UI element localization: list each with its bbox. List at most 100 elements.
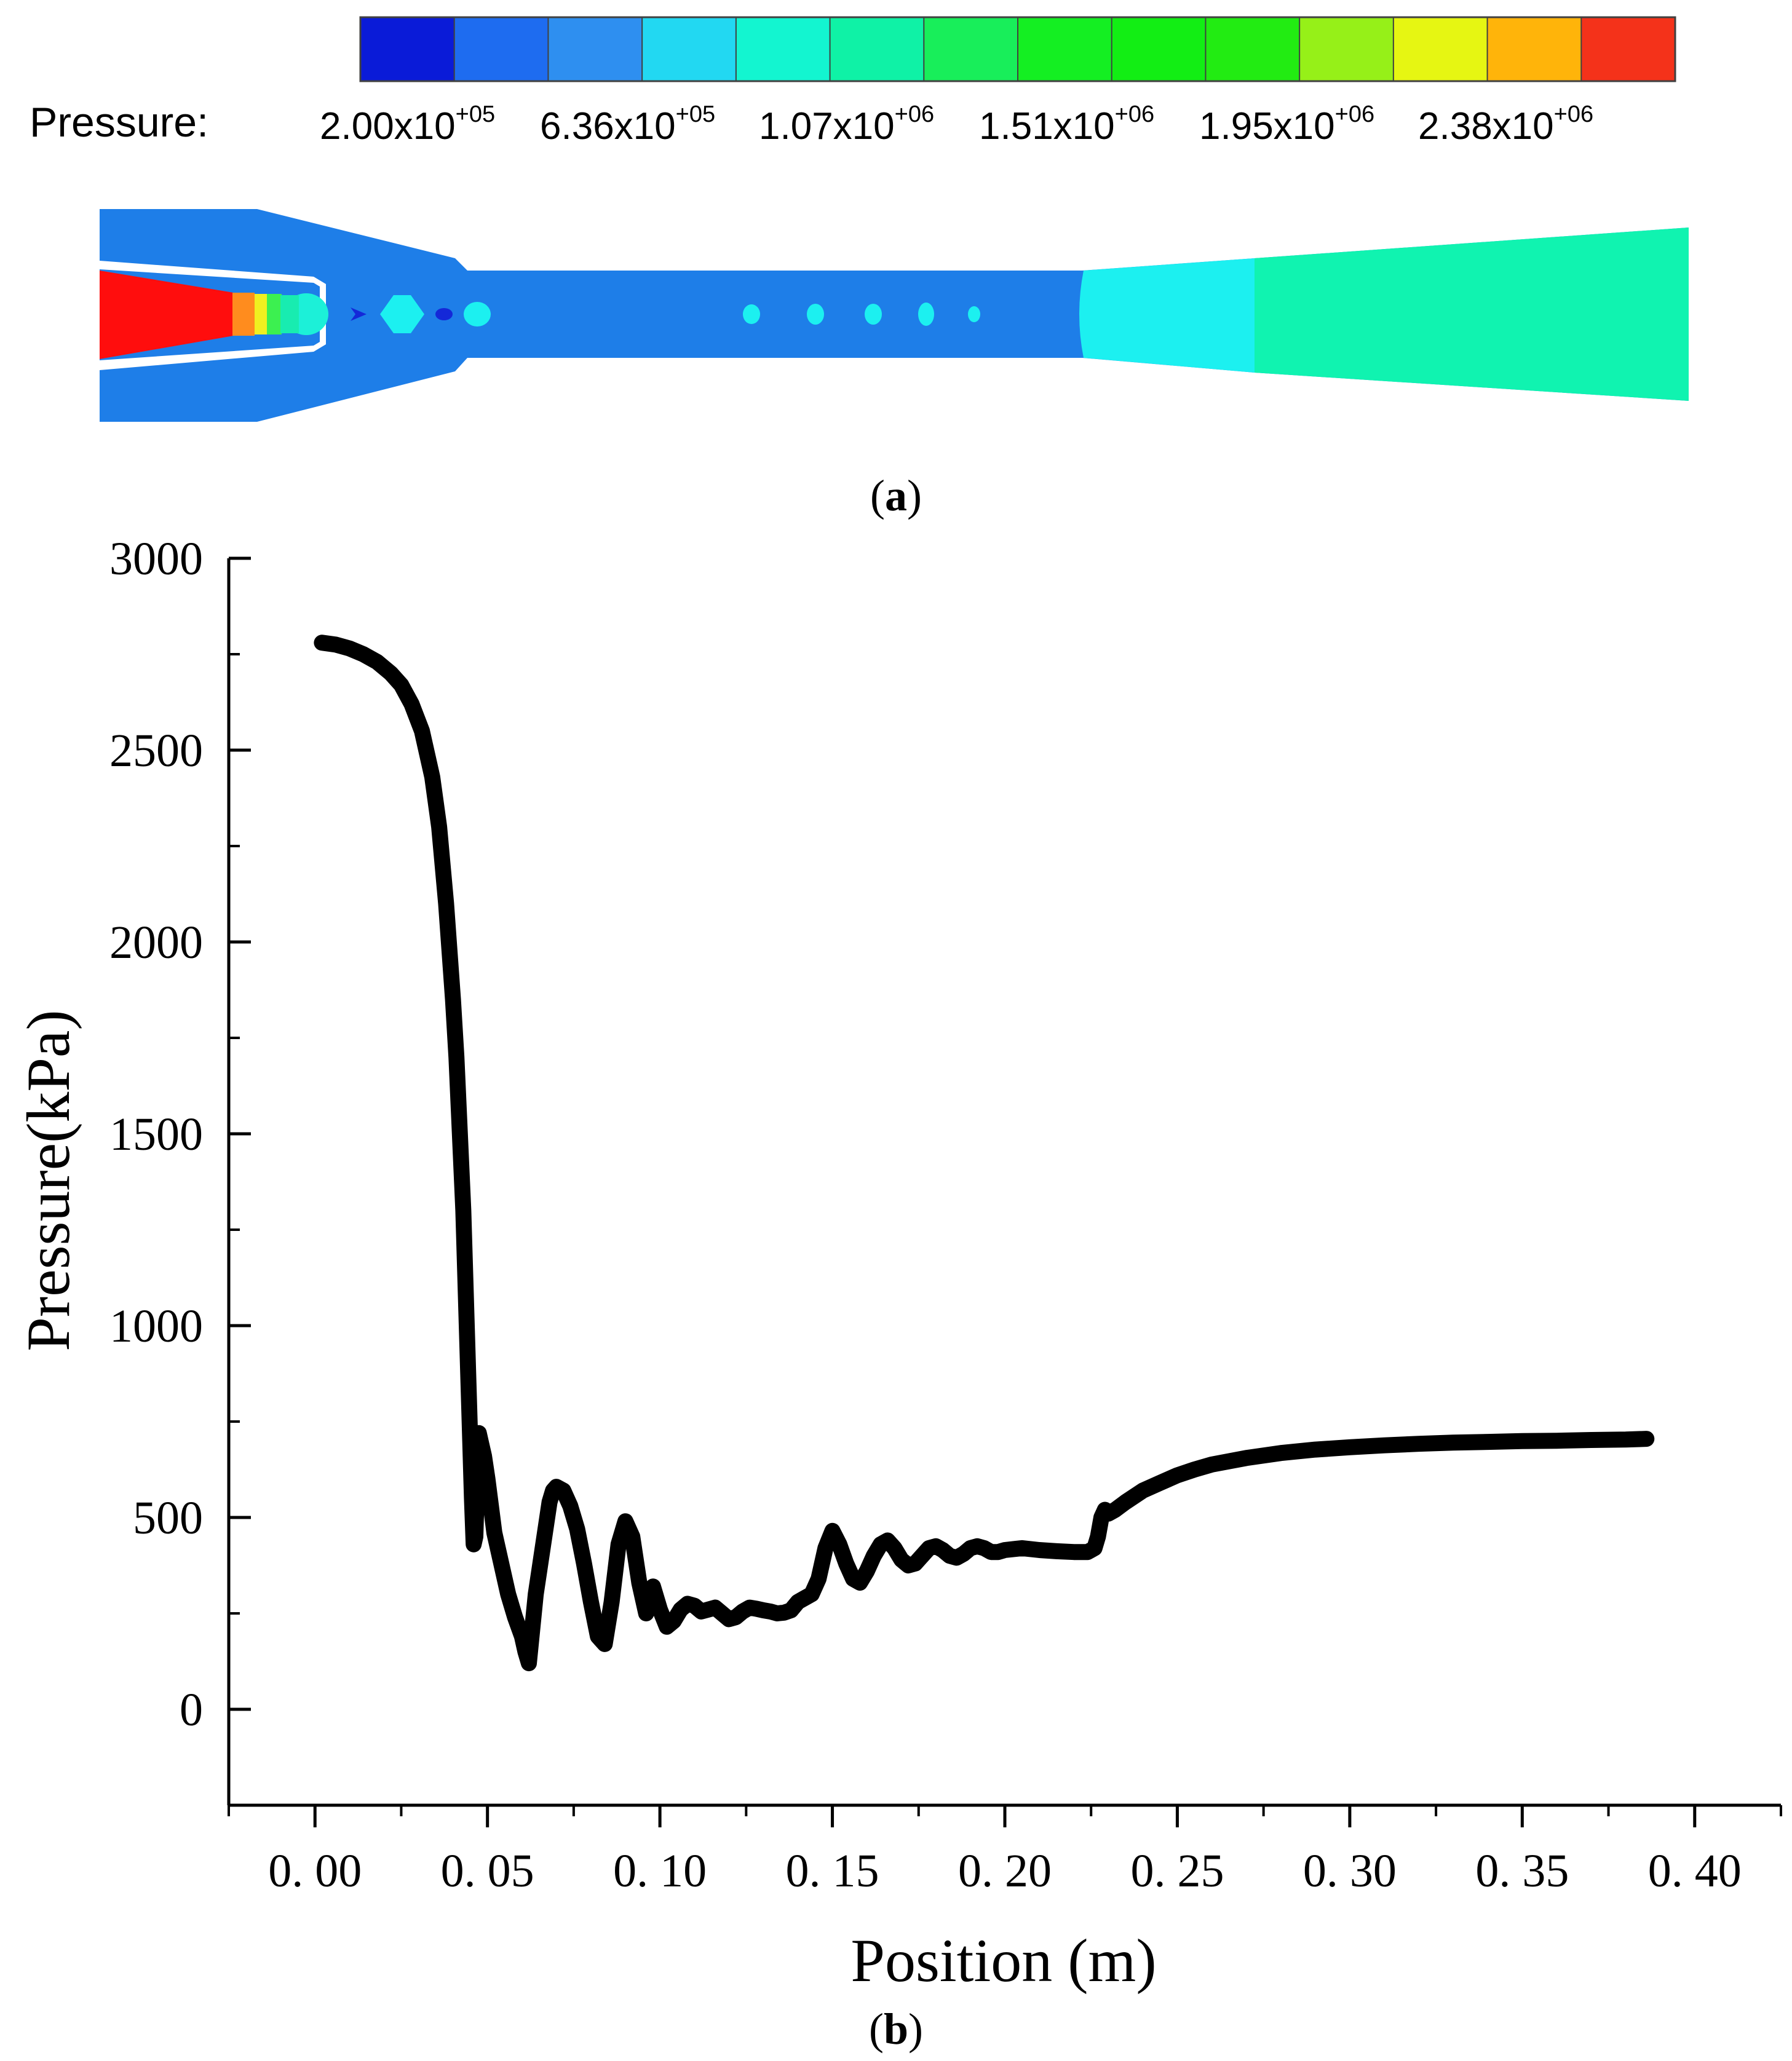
colorbar-label: Pressure: [30, 99, 208, 146]
data-point [576, 1556, 592, 1571]
data-point [1135, 1483, 1151, 1498]
diffuser-zone-2 [1255, 227, 1689, 401]
nozzle-pressure-contour [100, 209, 1689, 422]
data-point [1618, 1432, 1633, 1447]
colorbar-segment [642, 17, 737, 81]
data-point [494, 1556, 509, 1571]
data-point [480, 1471, 495, 1487]
data-point [355, 647, 371, 662]
data-point [525, 1621, 540, 1636]
panel-a: Pressure: 2.00x10+05 6.36x10+05 1.07x10+06… [30, 16, 1689, 520]
colorbar-segment [1487, 17, 1582, 81]
diffuser-front [1079, 271, 1095, 358]
shock-cell-4 [807, 304, 824, 325]
data-point [611, 1537, 626, 1552]
colorbar-segment [454, 17, 549, 81]
y-tick-label: 1500 [109, 1109, 203, 1160]
data-point [583, 1594, 598, 1610]
x-tick-label: 0. 05 [441, 1845, 534, 1897]
colorbar-segment [1299, 17, 1394, 81]
data-point [638, 1606, 654, 1621]
data-point [632, 1575, 647, 1591]
data-point [459, 1318, 474, 1333]
data-point [424, 769, 440, 785]
data-point [1584, 1433, 1599, 1447]
data-point [501, 1586, 516, 1602]
data-point [839, 1556, 854, 1571]
data-point [1204, 1457, 1219, 1472]
y-axis-ticks: 0 500 1000 1500 2000 2500 3000 [109, 533, 251, 1806]
y-tick-label: 0 [180, 1684, 203, 1736]
data-point [483, 1498, 499, 1514]
y-axis-label: Pressure(kPa) [14, 1010, 82, 1351]
data-point [831, 1537, 847, 1552]
data-point [414, 723, 430, 738]
colorbar-tick-label: 2.00x10+05 [320, 101, 495, 148]
data-point [1549, 1433, 1564, 1449]
data-point [1152, 1475, 1168, 1490]
shock-cell-dark-1 [351, 307, 367, 321]
caption-a-letter: a [885, 471, 907, 520]
data-point [642, 1594, 657, 1610]
colorbar-tick-label: 2.38x10+06 [1418, 101, 1593, 148]
data-point [852, 1575, 868, 1591]
data-point [1639, 1431, 1654, 1447]
data-point [468, 1529, 483, 1545]
data-point [887, 1540, 902, 1556]
data-point [535, 1540, 550, 1556]
data-point [556, 1483, 571, 1498]
y-tick-label: 500 [133, 1492, 203, 1544]
diffuser-zone-1 [1084, 258, 1255, 373]
data-point [486, 1525, 502, 1540]
data-point [518, 1644, 533, 1659]
x-axis-label: Position (m) [850, 1926, 1156, 1995]
colorbar-tick-label: 6.36x10+05 [540, 101, 715, 148]
data-point [997, 1543, 1012, 1557]
data-point [1273, 1446, 1288, 1461]
data-point [1239, 1450, 1254, 1466]
data-point [652, 1602, 668, 1617]
x-tick-label: 0. 00 [268, 1845, 362, 1897]
shock-cell-1 [380, 295, 424, 333]
colorbar-segment [360, 17, 455, 81]
data-point [1015, 1540, 1029, 1556]
data-point [1090, 1529, 1106, 1545]
data-point [1515, 1433, 1530, 1449]
y-tick-label: 2500 [109, 725, 203, 777]
data-point [328, 637, 343, 652]
data-point [569, 1521, 585, 1537]
data-point [456, 1203, 471, 1218]
data-point [1377, 1438, 1392, 1453]
data-point [461, 1375, 476, 1391]
data-point [1087, 1540, 1102, 1556]
data-point [477, 1449, 492, 1464]
data-point [394, 677, 409, 692]
data-point [859, 1564, 874, 1579]
panel-b: 0 500 1000 1500 2000 2500 3000 0. 00 0. 05 0. 10… [14, 533, 1782, 2054]
data-point [1411, 1436, 1427, 1452]
colorbar-segment [830, 17, 924, 81]
pressure-curve [314, 635, 1655, 1672]
x-tick-label: 0. 30 [1303, 1845, 1397, 1897]
data-point [625, 1529, 640, 1545]
data-point [469, 1471, 485, 1487]
x-tick-label: 0. 10 [613, 1845, 707, 1897]
data-point [449, 1050, 464, 1065]
primary-nozzle-core [100, 271, 234, 359]
shock-cell-5 [865, 304, 882, 325]
data-point [866, 1548, 881, 1564]
data-point [314, 635, 330, 651]
data-point [1307, 1442, 1323, 1457]
colorbar-segment [548, 17, 643, 81]
data-point [1049, 1543, 1064, 1559]
data-point [1108, 1502, 1123, 1517]
data-point [811, 1571, 827, 1586]
shock-cell-6 [918, 303, 934, 326]
data-point [1342, 1439, 1357, 1455]
data-point [514, 1629, 529, 1644]
data-point [1187, 1462, 1202, 1477]
colorbar-segment [924, 17, 1018, 81]
data-point [666, 1613, 681, 1629]
y-tick-label: 3000 [109, 533, 203, 585]
